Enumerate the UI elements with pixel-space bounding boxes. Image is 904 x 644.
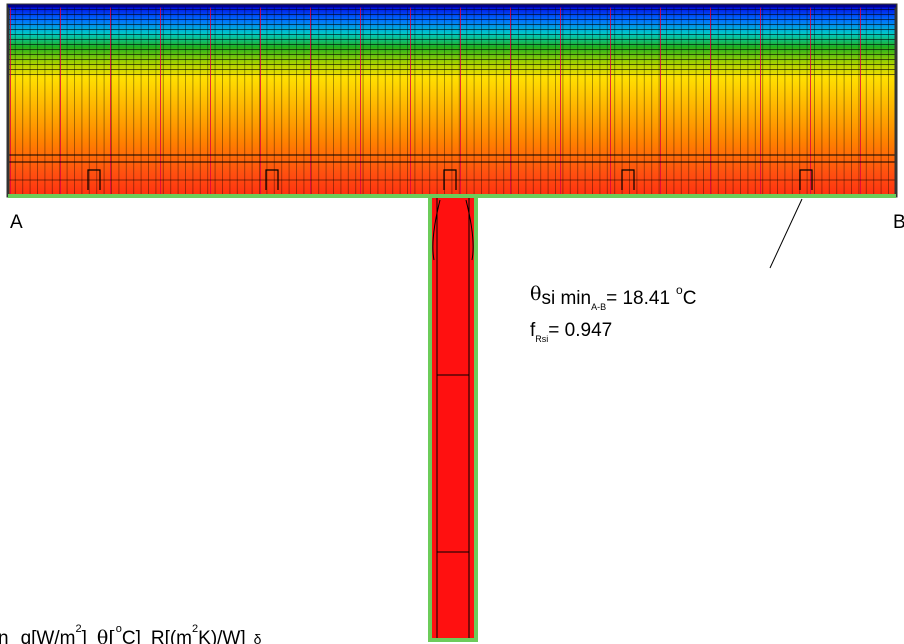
- text: K)/W]: [198, 628, 246, 644]
- symbol: f: [530, 320, 536, 341]
- symbol: θ: [530, 283, 541, 305]
- point-label: B: [893, 212, 904, 233]
- superscript: 2: [192, 623, 198, 635]
- superscript: o: [676, 283, 683, 297]
- text: θ[: [97, 627, 116, 644]
- text: n: [0, 628, 9, 644]
- subscript: A-B: [591, 302, 606, 312]
- superscript: 2: [75, 623, 81, 635]
- unit: C: [683, 288, 697, 309]
- stem: [428, 194, 478, 642]
- text: q[W/m: [21, 628, 76, 644]
- text: C]: [122, 628, 141, 644]
- value: = 0.947: [548, 320, 612, 341]
- leader-line: [769, 198, 803, 269]
- subscript: Rsi: [535, 334, 548, 344]
- f-annotation: fRsi= 0.947: [530, 320, 612, 344]
- text: δ: [254, 631, 262, 644]
- value: = 18.41: [606, 288, 670, 309]
- point-label: A: [10, 212, 23, 233]
- text: ]: [82, 628, 87, 644]
- text: R[(m: [151, 628, 192, 644]
- theta-annotation: θsi minA-B= 18.41 oC: [530, 283, 696, 312]
- superscript: o: [116, 623, 122, 635]
- legend: n q[W/m2] θ[oC] R[(m2K)/W] δ: [0, 623, 262, 644]
- slab: [6, 3, 898, 198]
- text: si min: [541, 288, 591, 309]
